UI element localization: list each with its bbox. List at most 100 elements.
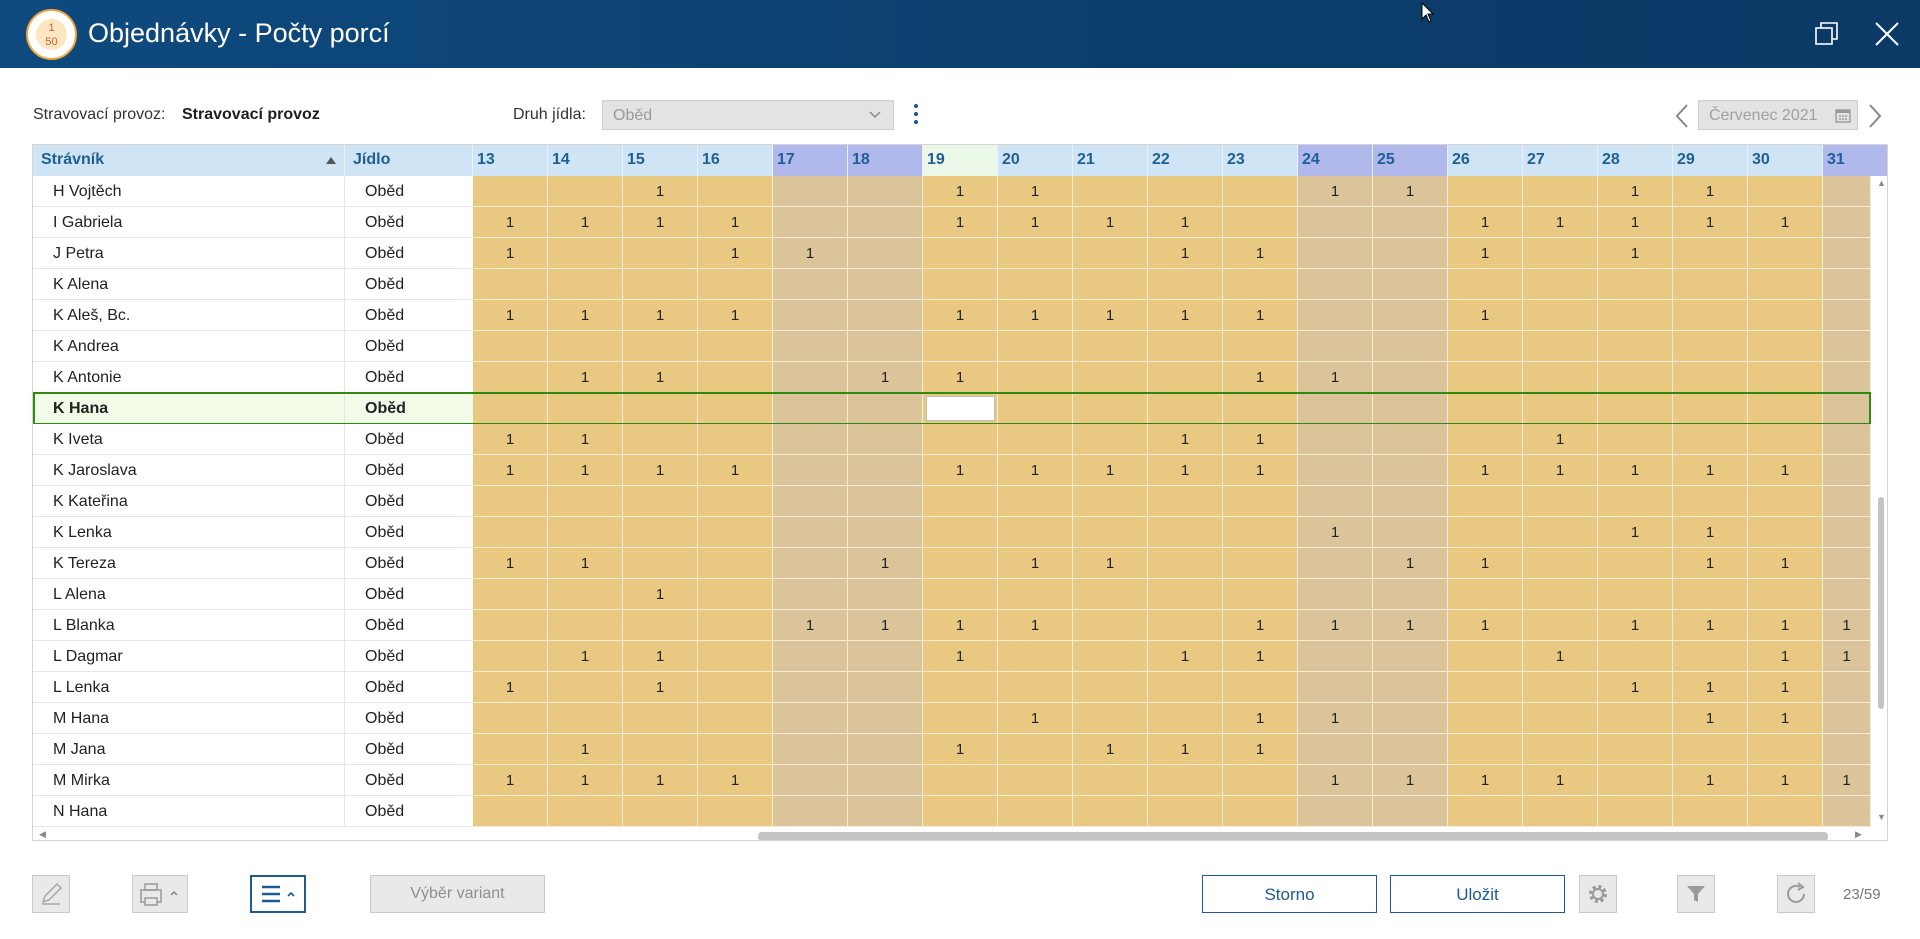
portion-cell-29[interactable] — [1673, 238, 1748, 269]
portion-cell-25[interactable] — [1373, 486, 1448, 517]
portion-cell-13[interactable]: 1 — [473, 424, 548, 455]
portion-cell-19[interactable]: 1 — [923, 734, 998, 765]
portion-cell-21[interactable] — [1073, 765, 1148, 796]
portion-cell-28[interactable] — [1598, 424, 1673, 455]
portion-cell-28[interactable] — [1598, 300, 1673, 331]
portion-cell-17[interactable]: 1 — [773, 610, 848, 641]
portion-cell-14[interactable]: 1 — [548, 455, 623, 486]
portion-cell-14[interactable]: 1 — [548, 734, 623, 765]
portion-cell-24[interactable]: 1 — [1298, 610, 1373, 641]
portion-cell-16[interactable]: 1 — [698, 238, 773, 269]
portion-cell-19[interactable] — [923, 672, 998, 703]
portion-cell-27[interactable] — [1523, 796, 1598, 827]
portion-cell-21[interactable] — [1073, 424, 1148, 455]
portion-cell-22[interactable] — [1148, 269, 1223, 300]
portion-cell-23[interactable] — [1223, 517, 1298, 548]
portion-cell-30[interactable]: 1 — [1748, 641, 1823, 672]
portion-cell-25[interactable] — [1373, 238, 1448, 269]
portion-cell-14[interactable] — [548, 796, 623, 827]
calendar-icon[interactable] — [1835, 107, 1851, 123]
jidlo-cell[interactable]: Oběd — [345, 455, 473, 486]
portion-cell-30[interactable]: 1 — [1748, 703, 1823, 734]
portion-cell-24[interactable]: 1 — [1298, 517, 1373, 548]
stravnik-cell[interactable]: J Petra — [33, 238, 345, 269]
portion-cell-31[interactable] — [1823, 548, 1871, 579]
jidlo-cell[interactable]: Oběd — [345, 331, 473, 362]
portion-cell-24[interactable]: 1 — [1298, 765, 1373, 796]
portion-cell-20[interactable] — [998, 672, 1073, 703]
portion-cell-31[interactable]: 1 — [1823, 610, 1871, 641]
portion-cell-29[interactable] — [1673, 300, 1748, 331]
portion-cell-15[interactable] — [623, 610, 698, 641]
portion-cell-24[interactable] — [1298, 734, 1373, 765]
portion-cell-28[interactable]: 1 — [1598, 672, 1673, 703]
portion-cell-14[interactable]: 1 — [548, 641, 623, 672]
portion-cell-31[interactable] — [1823, 672, 1871, 703]
settings-button[interactable] — [1579, 875, 1617, 913]
portion-cell-13[interactable]: 1 — [473, 238, 548, 269]
stravnik-cell[interactable]: K Alena — [33, 269, 345, 300]
portion-cell-28[interactable] — [1598, 641, 1673, 672]
portion-cell-14[interactable] — [548, 176, 623, 207]
jidlo-cell[interactable]: Oběd — [345, 176, 473, 207]
portion-cell-30[interactable] — [1748, 176, 1823, 207]
scroll-down-arrow[interactable]: ▼ — [1877, 812, 1886, 822]
portion-cell-29[interactable]: 1 — [1673, 548, 1748, 579]
portion-cell-17[interactable] — [773, 517, 848, 548]
portion-cell-28[interactable]: 1 — [1598, 610, 1673, 641]
portion-cell-23[interactable] — [1223, 207, 1298, 238]
stravnik-cell[interactable]: K Lenka — [33, 517, 345, 548]
jidlo-cell[interactable]: Oběd — [345, 765, 473, 796]
portion-cell-21[interactable] — [1073, 238, 1148, 269]
portion-cell-29[interactable]: 1 — [1673, 610, 1748, 641]
portion-cell-15[interactable]: 1 — [623, 300, 698, 331]
jidlo-cell[interactable]: Oběd — [345, 300, 473, 331]
portion-cell-27[interactable] — [1523, 176, 1598, 207]
portion-cell-17[interactable] — [773, 455, 848, 486]
portion-cell-14[interactable] — [548, 393, 623, 424]
portion-cell-31[interactable] — [1823, 486, 1871, 517]
portion-cell-20[interactable] — [998, 517, 1073, 548]
druh-jidla-select[interactable]: Oběd — [602, 100, 894, 130]
portion-cell-31[interactable] — [1823, 362, 1871, 393]
portion-cell-31[interactable] — [1823, 300, 1871, 331]
portion-cell-14[interactable] — [548, 610, 623, 641]
stravnik-cell[interactable]: K Antonie — [33, 362, 345, 393]
portion-cell-25[interactable] — [1373, 362, 1448, 393]
portion-cell-27[interactable] — [1523, 703, 1598, 734]
portion-cell-20[interactable] — [998, 765, 1073, 796]
portion-cell-30[interactable] — [1748, 238, 1823, 269]
portion-cell-14[interactable]: 1 — [548, 548, 623, 579]
portion-cell-13[interactable] — [473, 641, 548, 672]
next-month-button[interactable] — [1864, 101, 1886, 131]
portion-cell-24[interactable]: 1 — [1298, 362, 1373, 393]
stravnik-cell[interactable]: H Vojtěch — [33, 176, 345, 207]
portion-cell-27[interactable] — [1523, 579, 1598, 610]
portion-cell-22[interactable] — [1148, 517, 1223, 548]
portion-cell-19[interactable] — [923, 424, 998, 455]
jidlo-cell[interactable]: Oběd — [345, 672, 473, 703]
portion-cell-29[interactable] — [1673, 641, 1748, 672]
portion-cell-21[interactable] — [1073, 796, 1148, 827]
portion-cell-21[interactable] — [1073, 176, 1148, 207]
portion-cell-30[interactable] — [1748, 269, 1823, 300]
portion-cell-27[interactable] — [1523, 269, 1598, 300]
stravnik-cell[interactable]: K Andrea — [33, 331, 345, 362]
table-row[interactable]: K Jaroslava Oběd 1 1 1 1 1 1 1 1 1 1 1 1 1 1 — [33, 455, 1871, 486]
portion-cell-22[interactable]: 1 — [1148, 641, 1223, 672]
portion-cell-21[interactable] — [1073, 517, 1148, 548]
table-row[interactable]: L Lenka Oběd 1 1 1 1 1 — [33, 672, 1871, 703]
portion-cell-30[interactable] — [1748, 579, 1823, 610]
portion-cell-16[interactable] — [698, 362, 773, 393]
portion-cell-24[interactable] — [1298, 641, 1373, 672]
vertical-scrollbar[interactable]: ▲ ▼ — [1873, 176, 1887, 828]
portion-cell-19[interactable]: 1 — [923, 300, 998, 331]
portion-cell-15[interactable] — [623, 424, 698, 455]
portion-cell-28[interactable] — [1598, 362, 1673, 393]
portion-cell-18[interactable]: 1 — [848, 610, 923, 641]
portion-cell-13[interactable] — [473, 796, 548, 827]
portion-cell-15[interactable] — [623, 486, 698, 517]
portion-cell-30[interactable] — [1748, 734, 1823, 765]
portion-cell-24[interactable] — [1298, 300, 1373, 331]
portion-cell-25[interactable] — [1373, 455, 1448, 486]
